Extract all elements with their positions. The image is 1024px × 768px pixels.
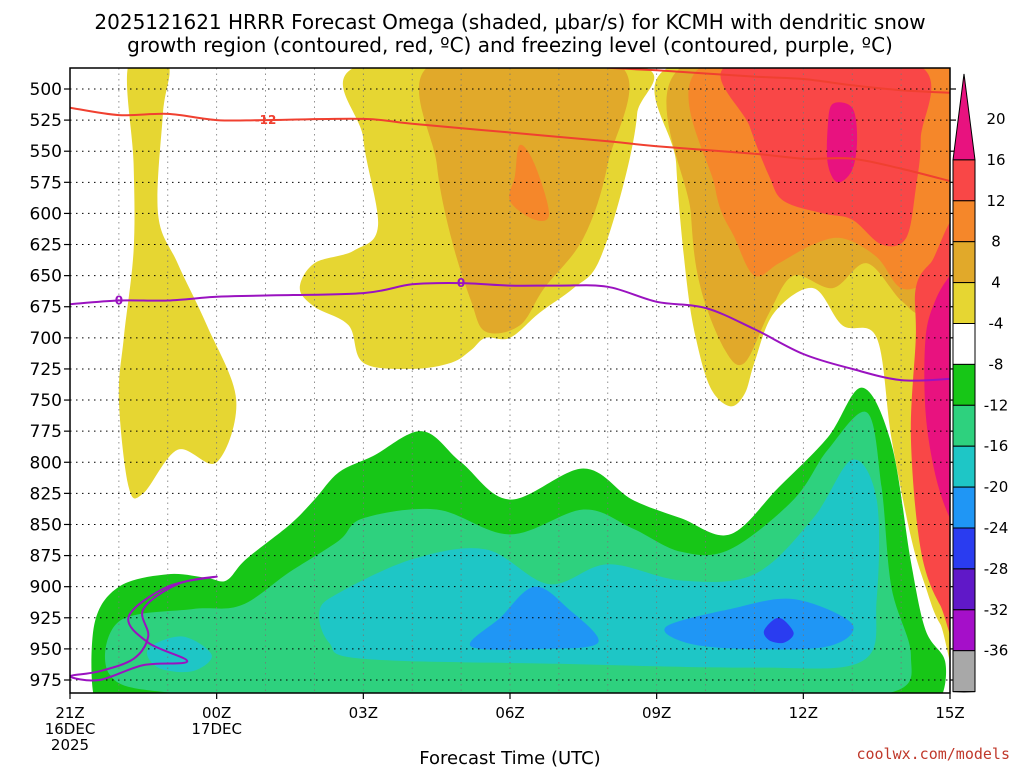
omega-region-0 bbox=[118, 68, 237, 499]
y-tick-label-875: 875 bbox=[30, 547, 62, 567]
colorbar-swatch-4 bbox=[952, 282, 976, 325]
freezing-level-surface-line bbox=[70, 575, 218, 682]
y-tick-label-775: 775 bbox=[30, 422, 62, 442]
y-tick-label-950: 950 bbox=[30, 640, 62, 660]
colorbar-label-6: -8 bbox=[989, 355, 1004, 373]
y-tick-label-650: 650 bbox=[30, 267, 62, 287]
omega-region-9 bbox=[826, 102, 858, 183]
omega-region-5 bbox=[509, 144, 550, 222]
y-tick-label-975: 975 bbox=[30, 671, 62, 691]
y-tick-label-825: 825 bbox=[30, 484, 62, 504]
x-tick-label-0-1: 16DEC bbox=[45, 720, 96, 738]
omega-region-14 bbox=[469, 586, 599, 650]
colorbar-label-1: 16 bbox=[986, 151, 1005, 169]
y-tick-label-500: 500 bbox=[30, 80, 62, 100]
y-tick-label-700: 700 bbox=[30, 329, 62, 349]
chart-title-line2: growth region (contoured, red, ºC) and f… bbox=[127, 33, 893, 57]
colorbar-swatch-1 bbox=[952, 159, 976, 202]
y-axis: 500 525 550 575 600 625 650 675 700 725 750 775 800 8… bbox=[30, 80, 956, 691]
y-tick-label-625: 625 bbox=[30, 236, 62, 256]
y-tick-label-800: 800 bbox=[30, 453, 62, 473]
colorbar-label-13: -36 bbox=[984, 642, 1009, 660]
colorbar-swatch-13 bbox=[952, 650, 976, 693]
x-axis-label: Forecast Time (UTC) bbox=[419, 748, 600, 768]
colorbar-label-11: -28 bbox=[984, 560, 1009, 578]
grid-layer bbox=[70, 68, 950, 693]
colorbar-label-2: 12 bbox=[986, 192, 1005, 210]
colorbar-label-4: 4 bbox=[991, 274, 1001, 292]
omega-region-16 bbox=[763, 617, 794, 644]
dendritic-contour-line bbox=[70, 106, 950, 183]
y-tick-label-925: 925 bbox=[30, 609, 62, 629]
omega-region-15 bbox=[664, 598, 854, 650]
y-tick-label-575: 575 bbox=[30, 173, 62, 193]
dendritic-upper-contour bbox=[607, 68, 950, 94]
credit-text: coolwx.com/models bbox=[856, 745, 1010, 763]
y-tick-label-725: 725 bbox=[30, 360, 62, 380]
colorbar-label-8: -16 bbox=[984, 437, 1009, 455]
x-tick-label-6-0: 03Z bbox=[349, 704, 378, 722]
colorbar: 20 16 12 8 4 -4 -8 -12 -16 -20 -24 -28 -32 -36 bbox=[952, 73, 1009, 693]
y-tick-label-850: 850 bbox=[30, 515, 62, 535]
freezing-level-label-right: 0 bbox=[457, 276, 465, 290]
colorbar-swatch-5 bbox=[952, 323, 976, 365]
x-tick-label-12-0: 09Z bbox=[642, 704, 671, 722]
y-tick-label-550: 550 bbox=[30, 142, 62, 162]
y-tick-label-750: 750 bbox=[30, 391, 62, 411]
x-tick-label-15-0: 12Z bbox=[789, 704, 818, 722]
omega-region-7 bbox=[720, 68, 932, 247]
plot-area bbox=[91, 68, 950, 693]
contour-layer: -12000 bbox=[70, 68, 950, 693]
colorbar-label-3: 8 bbox=[991, 233, 1001, 251]
colorbar-label-5: -4 bbox=[989, 315, 1004, 333]
colorbar-label-0: 20 bbox=[986, 110, 1005, 128]
colorbar-swatch-7 bbox=[952, 404, 976, 447]
y-tick-label-525: 525 bbox=[30, 111, 62, 131]
chart-title-line1: 2025121621 HRRR Forecast Omega (shaded, … bbox=[94, 10, 925, 34]
colorbar-swatch-3 bbox=[952, 241, 976, 284]
colorbar-swatch-8 bbox=[952, 445, 976, 488]
omega-region-10 bbox=[924, 275, 950, 519]
freezing-level-line bbox=[70, 281, 950, 382]
x-tick-label-18-0: 15Z bbox=[935, 704, 964, 722]
y-tick-label-900: 900 bbox=[30, 578, 62, 598]
colorbar-swatch-12 bbox=[952, 609, 976, 652]
x-tick-label-0-0: 21Z bbox=[55, 704, 84, 722]
y-tick-label-600: 600 bbox=[30, 204, 62, 224]
freezing-level-label-left: 0 bbox=[115, 294, 123, 308]
colorbar-label-10: -24 bbox=[984, 519, 1009, 537]
x-tick-label-9-0: 06Z bbox=[495, 704, 524, 722]
colorbar-label-9: -20 bbox=[984, 478, 1009, 496]
colorbar-swatch-9 bbox=[952, 486, 976, 529]
colorbar-swatch-6 bbox=[952, 363, 976, 406]
x-tick-label-3-1: 17DEC bbox=[191, 720, 242, 738]
colorbar-swatch-10 bbox=[952, 527, 976, 570]
colorbar-swatch-2 bbox=[952, 200, 976, 243]
colorbar-swatch-11 bbox=[952, 568, 976, 611]
dendritic-contour-label: -12 bbox=[255, 113, 277, 127]
x-tick-label-3-0: 00Z bbox=[202, 704, 231, 722]
colorbar-label-7: -12 bbox=[984, 396, 1009, 414]
y-tick-label-675: 675 bbox=[30, 298, 62, 318]
x-tick-label-0-2: 2025 bbox=[51, 736, 89, 754]
colorbar-label-12: -32 bbox=[984, 601, 1009, 619]
